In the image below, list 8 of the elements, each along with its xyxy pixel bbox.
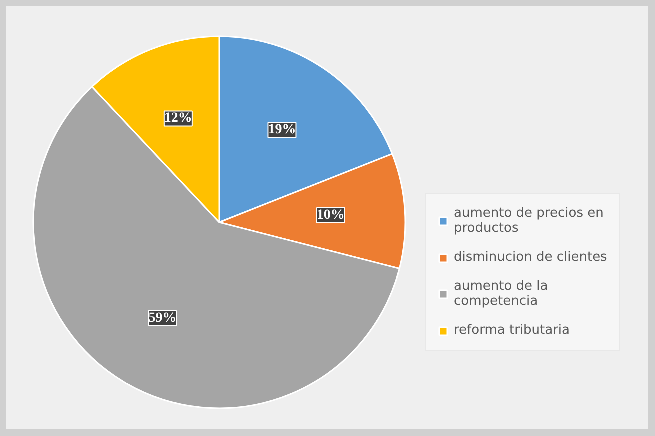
legend-label: reforma tributaria (454, 323, 570, 338)
legend-label: aumento de la competencia (454, 279, 548, 309)
legend-label: disminucion de clientes (454, 250, 608, 265)
legend-label: aumento de precios en productos (454, 206, 604, 236)
data-label: 59% (148, 311, 177, 326)
data-label: 10% (316, 208, 345, 223)
data-label: 12% (164, 111, 192, 126)
data-label: 19% (268, 122, 296, 138)
